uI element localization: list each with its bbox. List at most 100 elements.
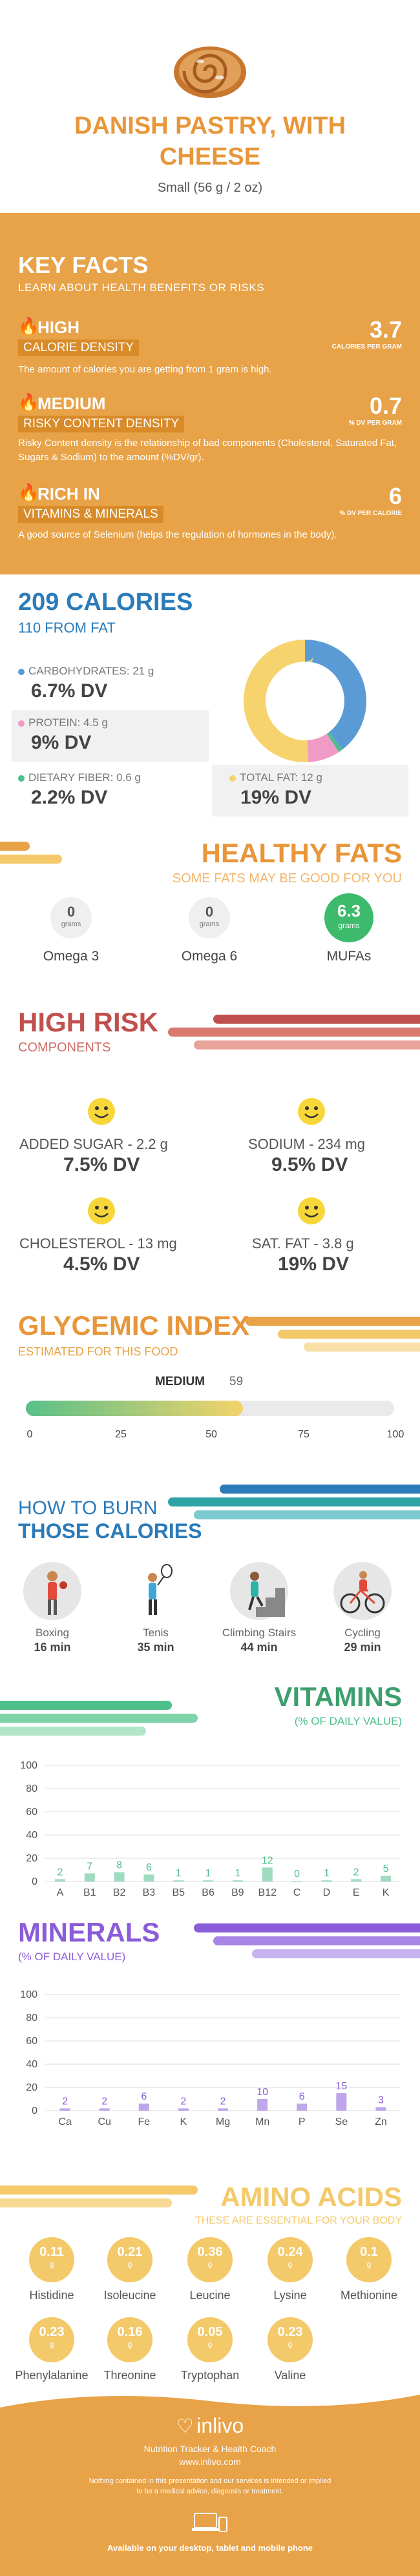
calories-from-fat: 110 FROM FAT — [18, 620, 116, 636]
amino-unit: g — [288, 2340, 293, 2349]
hero-section: DANISH PASTRY, WITH CHEESE Small (56 g /… — [0, 0, 420, 213]
x-tick-label: K — [383, 1887, 390, 1898]
bar-value-label: 6 — [299, 2091, 305, 2102]
fat-value: 6.3 — [337, 901, 361, 920]
vitamin-bar-B5 — [173, 1880, 184, 1881]
x-tick-label: Se — [335, 2116, 348, 2127]
fact-desc: The amount of calories you are getting f… — [18, 364, 272, 375]
glycemic-title: GLYCEMIC INDEX — [18, 1310, 249, 1341]
decor-stripe — [0, 1701, 172, 1710]
y-tick-label: 20 — [26, 1853, 37, 1864]
bar-value-label: 5 — [383, 1863, 389, 1874]
nutrient-dv: 9% DV — [31, 732, 92, 753]
risk-dv: 19% DV — [278, 1253, 350, 1275]
decor-stripe — [194, 1923, 420, 1932]
activity-time: 16 min — [34, 1641, 71, 1654]
healthy-fats-section: HEALTHY FATS SOME FATS MAY BE GOOD FOR Y… — [0, 833, 420, 988]
amino-unit: g — [49, 2260, 54, 2269]
bar-value-label: 0 — [294, 1869, 300, 1880]
amino-name: Methionine — [340, 2289, 398, 2302]
glycemic-tick: 75 — [298, 1429, 310, 1440]
phenylalanine-circle: 0.23 g — [29, 2317, 74, 2362]
x-tick-label: B5 — [172, 1887, 185, 1898]
minerals-section: MINERALS (% OF DAILY VALUE) 0 20 40 60 80 100… — [0, 1917, 420, 2149]
footer-disclaimer-1: Nothing contained in this presentation a… — [89, 2477, 331, 2485]
y-tick-label: 40 — [26, 2059, 37, 2070]
omega6-circle: 0 grams — [189, 897, 230, 938]
mineral-bar-Se — [336, 2093, 347, 2111]
calories-donut-chart — [244, 640, 366, 762]
minerals-subtitle: (% OF DAILY VALUE) — [18, 1951, 126, 1963]
x-tick-label: Cu — [98, 2116, 110, 2127]
amino-unit: g — [49, 2340, 54, 2349]
bar-value-label: 3 — [378, 2095, 384, 2106]
bar-value-label: 1 — [205, 1868, 211, 1879]
leucine-circle: 0.36 g — [187, 2237, 233, 2282]
x-tick-label: K — [180, 2116, 187, 2127]
x-tick-label: Mg — [216, 2116, 230, 2127]
mineral-bar-P — [297, 2104, 308, 2111]
footer-tagline: Nutrition Tracker & Health Coach — [143, 2444, 277, 2454]
decor-stripe — [220, 1485, 420, 1494]
bar-value-label: 2 — [220, 2096, 226, 2107]
histidine-circle: 0.11 g — [29, 2237, 74, 2282]
burn-section: HOW TO BURN THOSE CALORIES Boxing 16 min… — [0, 1478, 420, 1691]
smiley-icon — [88, 1197, 115, 1224]
x-tick-label: Fe — [138, 2116, 150, 2127]
y-tick-label: 20 — [26, 2082, 37, 2093]
risk-label: SODIUM - 234 mg — [248, 1136, 365, 1152]
amino-value: 0.24 — [277, 2245, 303, 2259]
fat-name: Omega 6 — [181, 949, 238, 964]
glycemic-section: GLYCEMIC INDEX ESTIMATED FOR THIS FOOD M… — [0, 1310, 420, 1465]
bar-value-label: 2 — [101, 2096, 107, 2107]
x-tick-label: A — [57, 1887, 64, 1898]
key-facts-section: KEY FACTS LEARN ABOUT HEALTH BENEFITS OR… — [0, 213, 420, 574]
decor-stripe — [0, 2198, 172, 2207]
decor-stripe — [0, 855, 62, 864]
fat-unit: grams — [338, 921, 360, 930]
fat-dot — [229, 775, 236, 782]
amino-name: Leucine — [189, 2289, 231, 2302]
decor-stripe — [0, 1727, 146, 1736]
bar-value-label: 7 — [87, 1861, 92, 1872]
decor-stripe — [246, 1317, 420, 1326]
decor-stripe — [0, 2186, 198, 2195]
vitamin-bar-A — [54, 1879, 65, 1881]
risk-dv: 4.5% DV — [63, 1253, 140, 1275]
mineral-bar-Cu — [99, 2108, 110, 2111]
threonine-circle: 0.16 g — [107, 2317, 152, 2362]
mufas-circle: 6.3 grams — [324, 893, 373, 942]
stairs-icon — [230, 1562, 288, 1620]
bar-value-label: 1 — [235, 1868, 240, 1879]
y-tick-label: 0 — [32, 2105, 37, 2116]
vitamin-bar-B3 — [143, 1874, 154, 1881]
healthy-fats-subtitle: SOME FATS MAY BE GOOD FOR YOU — [172, 871, 402, 886]
decor-stripe — [168, 1497, 420, 1506]
amino-value: 0.21 — [117, 2245, 143, 2259]
footer-url[interactable]: www.inlivo.com — [179, 2457, 241, 2467]
amino-name: Histidine — [29, 2289, 74, 2302]
valine-circle: 0.23 g — [268, 2317, 313, 2362]
fiber-dot — [18, 775, 25, 782]
glycemic-level: MEDIUM — [155, 1375, 205, 1388]
page-title-line1: DANISH PASTRY, WITH — [74, 112, 346, 139]
omega3-circle: 0 grams — [50, 897, 92, 938]
amino-value: 0.36 — [197, 2245, 223, 2259]
fact-value: 3.7 — [369, 316, 402, 343]
fat-box — [212, 765, 408, 816]
carbs-dot — [18, 668, 25, 675]
amino-value: 0.11 — [39, 2245, 64, 2259]
key-facts-title: KEY FACTS — [18, 252, 149, 278]
smiley-icon — [298, 1197, 325, 1224]
nutrient-dv: 19% DV — [240, 787, 312, 808]
amino-unit: g — [127, 2260, 132, 2269]
bar-value-label: 8 — [116, 1860, 122, 1871]
fact-value: 0.7 — [369, 392, 402, 419]
fact-label: CALORIE DENSITY — [18, 340, 140, 356]
bar-value-label: 2 — [62, 2096, 68, 2107]
fact-label: VITAMINS & MINERALS — [18, 506, 163, 523]
bar-value-label: 2 — [57, 1867, 63, 1878]
bar-value-label: 1 — [324, 1868, 330, 1879]
vitamin-bar-B1 — [84, 1873, 95, 1881]
glycemic-subtitle: ESTIMATED FOR THIS FOOD — [18, 1345, 178, 1358]
